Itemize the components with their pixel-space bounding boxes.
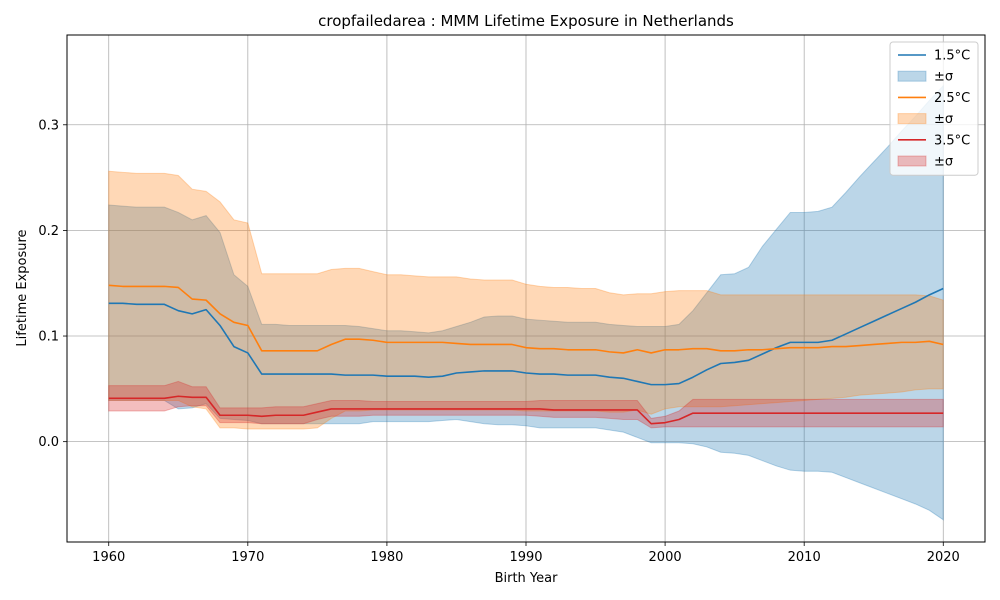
plot-area — [66, 34, 986, 543]
y-tick-label: 0.0 — [38, 435, 59, 450]
legend-band-swatch — [897, 70, 927, 82]
legend: 1.5°C ±σ 2.5°C ±σ 3.5°C ±σ — [889, 41, 979, 176]
sigma-band-2 — [108, 170, 944, 430]
series-line-1 — [108, 287, 944, 386]
legend-label: 3.5°C — [934, 133, 970, 148]
series-line-2 — [108, 284, 944, 354]
legend-band-swatch — [897, 113, 927, 125]
x-tick-label: 1990 — [509, 550, 542, 565]
x-tick-label: 1980 — [370, 550, 403, 565]
y-tick-label: 0.3 — [38, 118, 59, 133]
x-tick-label: 2000 — [649, 550, 682, 565]
y-tick-label: 0.2 — [38, 224, 59, 239]
x-tick-label: 1960 — [92, 550, 125, 565]
x-tick-label: 2020 — [927, 550, 960, 565]
x-tick-label: 1970 — [231, 550, 264, 565]
series-line-3 — [108, 395, 944, 425]
legend-label: ±σ — [934, 112, 953, 127]
legend-label: 1.5°C — [934, 49, 970, 64]
chart-title: cropfailedarea : MMM Lifetime Exposure i… — [318, 12, 734, 30]
y-axis: 0.0 0.1 0.2 0.3 — [38, 118, 67, 450]
legend-box — [889, 41, 979, 176]
legend-label: ±σ — [934, 70, 953, 85]
sigma-band-3 — [108, 380, 944, 429]
legend-label: 2.5°C — [934, 91, 970, 106]
legend-label: ±σ — [934, 155, 953, 170]
x-axis-label: Birth Year — [495, 571, 559, 586]
x-tick-label: 2010 — [788, 550, 821, 565]
y-axis-label: Lifetime Exposure — [15, 229, 30, 346]
series-lines — [108, 284, 944, 425]
y-tick-label: 0.1 — [38, 330, 59, 345]
legend-band-swatch — [897, 155, 927, 167]
x-axis: 1960 1970 1980 1990 2000 2010 2020 — [92, 542, 960, 565]
